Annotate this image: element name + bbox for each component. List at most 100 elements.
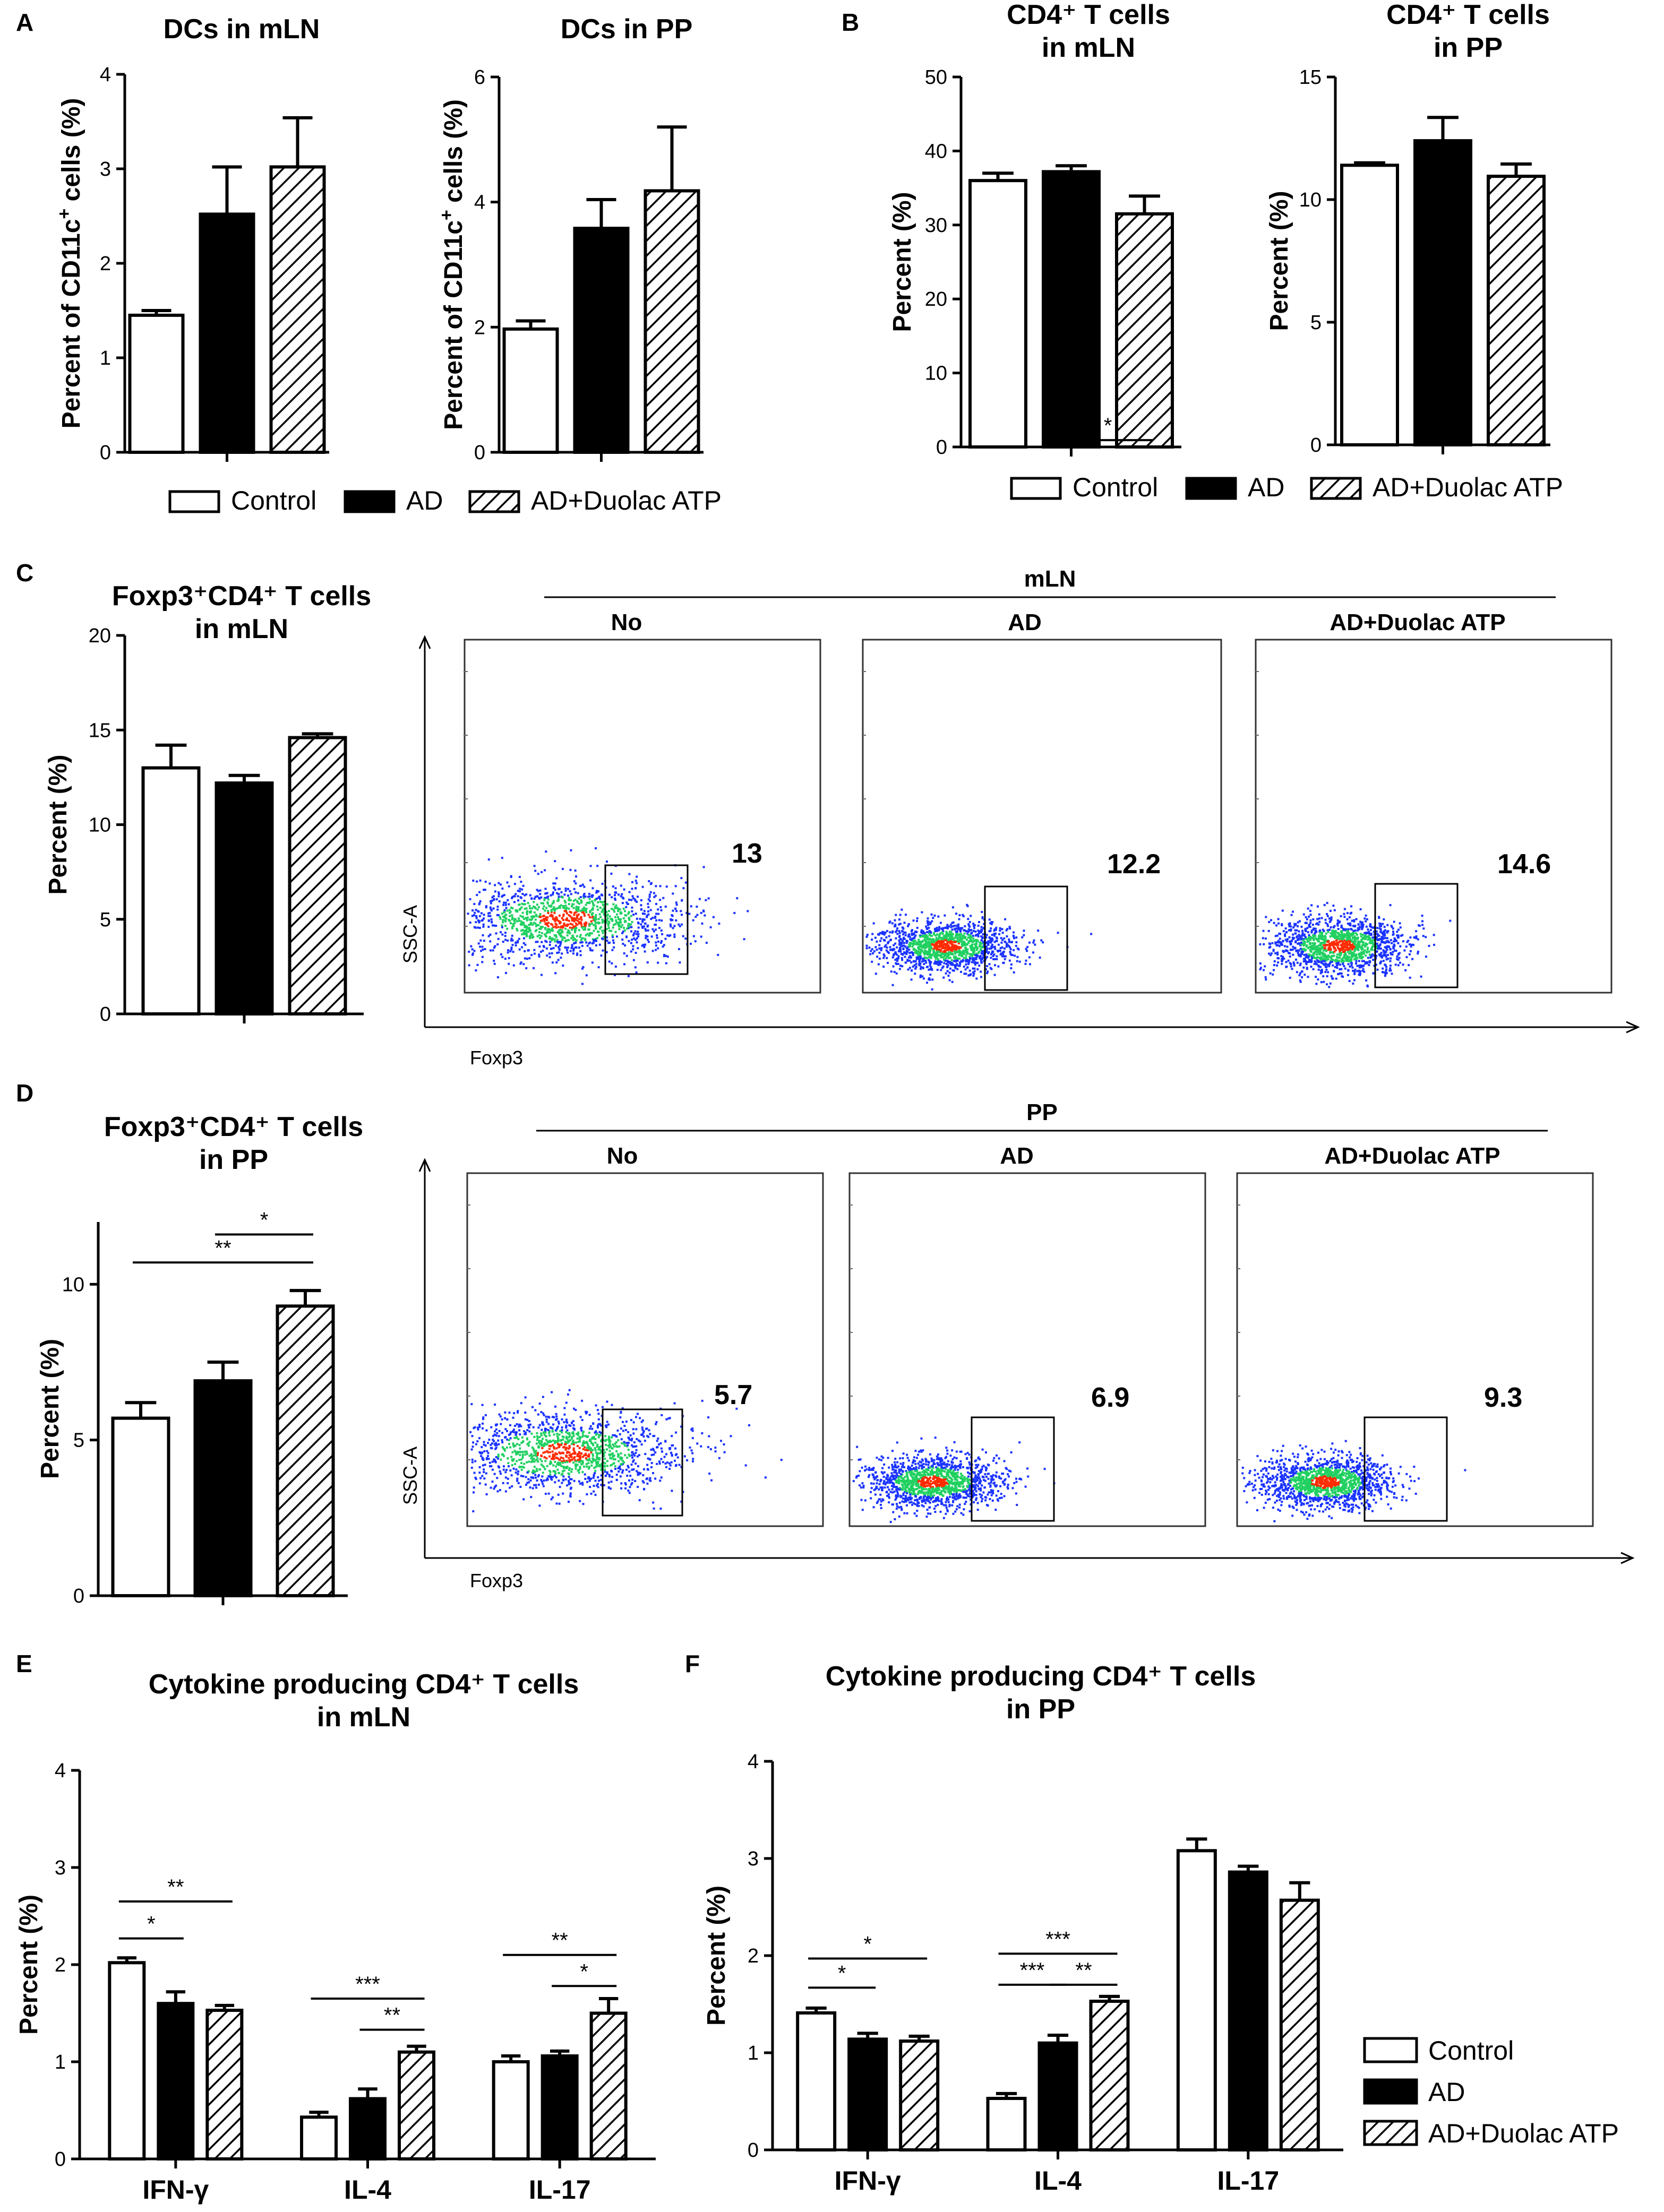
event-dot [495,1447,498,1449]
event-dot [591,887,594,890]
event-dot [1420,975,1422,978]
event-dot [552,893,554,896]
event-dot [512,924,515,927]
event-dot [970,915,972,917]
event-dot [1387,941,1390,944]
event-dot [1268,920,1271,923]
event-dot [469,898,471,900]
y-axis-label-part: Percent (%) [888,192,916,332]
event-dot [491,899,493,902]
event-dot [702,866,705,868]
event-dot [503,901,505,904]
event-dot [1290,914,1293,916]
event-dot [559,920,562,923]
event-dot [893,944,895,946]
event-dot [1371,953,1374,956]
event-dot [1000,937,1002,940]
event-dot [597,921,599,924]
event-dot [1307,956,1309,959]
event-dot [633,932,636,935]
event-dot [958,954,960,957]
event-dot [1349,922,1352,925]
event-dot [646,939,649,941]
bar [1115,212,1174,449]
event-dot [607,1444,610,1447]
event-dot [535,924,538,926]
event-dot [1356,943,1358,946]
event-dot [1346,912,1349,915]
event-dot [525,907,528,910]
event-dot [550,904,553,907]
event-dot [1024,962,1027,965]
event-dot [963,932,966,935]
event-dot [534,930,537,933]
event-dot [908,955,911,958]
event-dot [516,927,518,930]
event-dot [707,1446,709,1449]
event-dot [973,940,975,942]
event-dot [1352,941,1354,943]
event-dot [646,935,649,938]
event-dot [1359,957,1361,959]
event-dot [927,938,929,941]
event-dot [498,882,500,884]
event-dot [1301,942,1304,945]
event-dot [951,950,954,952]
event-dot [582,894,585,897]
event-dot [1344,967,1346,970]
chart-title: in PP [1434,32,1503,63]
y-axis-label: Percent of CD11c+ cells (%) [436,99,468,430]
event-dot [938,950,940,953]
event-dot [528,927,530,929]
event-dot [632,1445,634,1448]
event-dot [1001,946,1003,949]
event-dot [710,1479,713,1482]
event-dot [963,943,966,945]
event-dot [608,1474,611,1476]
event-dot [575,906,578,908]
event-dot [1057,932,1059,934]
event-dot [1349,940,1351,943]
event-dot [589,941,591,944]
event-dot [1378,946,1380,949]
event-dot [1319,936,1322,939]
event-dot [586,944,589,947]
event-dot [585,1454,587,1457]
event-dot [950,936,953,939]
event-dot [1341,949,1344,951]
event-dot [663,955,665,958]
event-dot [981,911,983,913]
event-dot [954,956,956,958]
sample-label: No [607,1143,638,1169]
event-dot [591,914,594,916]
event-dot [951,953,954,956]
event-dot [1335,949,1337,952]
event-dot [608,929,611,932]
event-dot [585,903,587,906]
event-dot [581,1482,584,1484]
event-dot [604,1458,606,1460]
event-dot [914,960,917,962]
event-dot [521,933,524,936]
event-dot [1005,945,1008,948]
event-dot [1302,913,1305,916]
event-dot [570,1478,573,1481]
event-dot [483,1477,486,1480]
event-dot [534,918,537,921]
event-dot [1279,937,1281,940]
event-dot [898,935,901,937]
event-dot [681,899,683,902]
event-dot [528,1441,531,1443]
event-dot [890,948,893,951]
event-dot [606,919,608,922]
event-dot [927,950,929,953]
bar [205,2009,244,2161]
event-dot [1309,949,1311,951]
event-dot [642,1481,645,1484]
event-dot [671,1490,673,1492]
event-dot [998,933,1001,935]
event-dot [973,943,976,945]
event-dot [1277,922,1280,925]
event-dot [485,906,487,909]
event-dot [1320,951,1323,954]
